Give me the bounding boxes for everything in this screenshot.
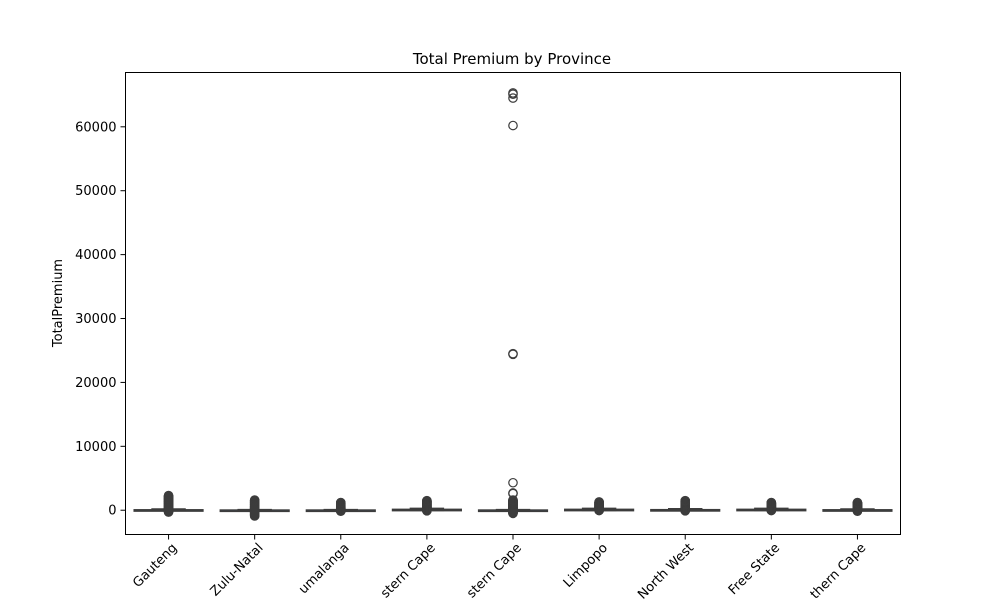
outlier-point [594, 497, 604, 507]
x-tick-label: North West [635, 541, 697, 600]
box-8 [822, 497, 893, 516]
x-tick-label: stern Cape [378, 541, 439, 600]
box-3 [391, 495, 462, 516]
box-6 [650, 495, 721, 516]
x-tick-label: Zulu-Natal [208, 541, 267, 600]
outlier-point [508, 495, 518, 505]
outlier-point [508, 488, 518, 498]
outlier-point [422, 495, 432, 506]
x-axis: Gauteng Zulu-Natal umalanga stern Cape stern… [130, 534, 870, 600]
x-tick-label: Gauteng [130, 541, 180, 591]
plot-frame [125, 72, 901, 535]
y-tick-label: 10000 [75, 440, 116, 455]
y-axis-label: TotalPremium [51, 259, 66, 348]
box-2 [305, 497, 376, 516]
box-5 [564, 497, 635, 516]
chart-title: Total Premium by Province [412, 50, 611, 68]
y-tick-label: 60000 [75, 120, 116, 135]
outlier-point [852, 497, 863, 508]
y-axis: 0 10000 20000 30000 40000 50000 60000 [75, 120, 126, 519]
x-tick-label: thern Cape [808, 541, 870, 600]
box-4 [477, 88, 549, 519]
outlier-point [508, 88, 518, 98]
box-7 [736, 497, 807, 516]
box-series [133, 88, 893, 521]
x-tick-label: Limpopo [561, 541, 611, 591]
outlier-point [163, 490, 174, 501]
x-tick-label: Free State [726, 541, 783, 598]
outlier-point [680, 495, 691, 506]
outlier-point [508, 348, 518, 359]
y-tick-label: 40000 [75, 248, 116, 263]
outlier-point [508, 120, 518, 131]
outlier-point [249, 495, 260, 505]
box-0 [133, 490, 204, 517]
outlier-point [508, 93, 518, 103]
y-tick-label: 0 [108, 504, 116, 519]
outlier-point [335, 497, 346, 508]
outlier-point [766, 497, 777, 508]
y-tick-label: 50000 [75, 184, 116, 199]
box-1 [219, 495, 290, 521]
y-tick-label: 20000 [75, 376, 116, 391]
y-tick-label: 30000 [75, 312, 116, 327]
x-tick-label: stern Cape [464, 541, 525, 600]
outlier-point [508, 477, 518, 488]
x-tick-label: umalanga [296, 541, 353, 598]
